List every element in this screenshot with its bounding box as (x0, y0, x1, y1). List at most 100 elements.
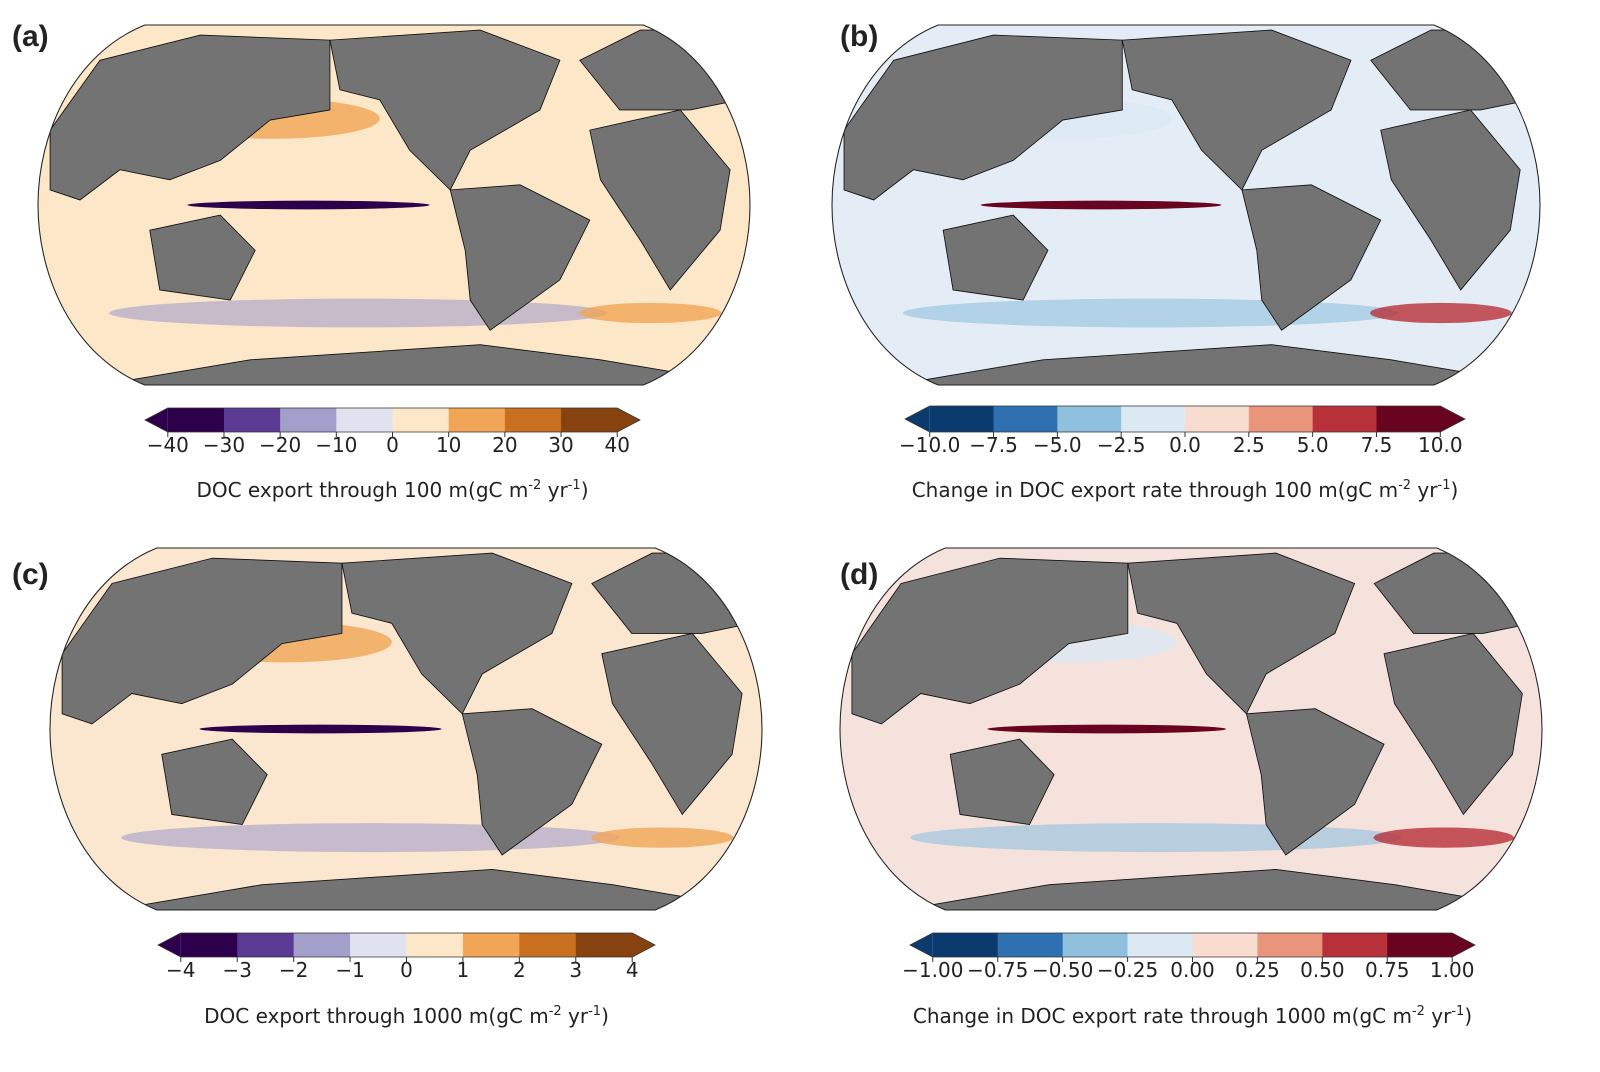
colorbar-tick-label: 10.0 (1418, 433, 1463, 457)
colorbar-tick-label: 0 (400, 958, 413, 982)
units: yr (541, 478, 568, 502)
title-text: DOC export through 100 m (196, 478, 468, 502)
colorbar-bin (280, 408, 337, 432)
colorbar-tick-label: −5.0 (1033, 433, 1082, 457)
colorbar-title: DOC export through 100 m(gC m-2 yr-1) (196, 478, 588, 502)
colorbar-bin (1248, 406, 1314, 432)
colorbar-bin (1312, 406, 1377, 432)
colorbar-extend (910, 933, 933, 957)
colorbar-tick-label: 0 (386, 433, 399, 457)
colorbar-tick-label: 10 (436, 433, 461, 457)
ocean-feature (109, 298, 608, 328)
colorbar-tick-label: 5.0 (1297, 433, 1329, 457)
colorbar-tick-label: −0.75 (967, 958, 1028, 982)
colorbar-tick-label: −0.25 (1097, 958, 1158, 982)
ocean-feature (1373, 827, 1514, 848)
colorbar-bin (1322, 933, 1388, 957)
ocean-feature (987, 724, 1227, 734)
colorbar-tick-label: 2 (513, 958, 526, 982)
colorbar-tick-label: 0.25 (1235, 958, 1280, 982)
colorbar-tick-label: 1 (457, 958, 470, 982)
units: -2 (549, 1004, 562, 1019)
map (839, 547, 1543, 911)
colorbar-tick-label: −7.5 (969, 433, 1018, 457)
colorbar-tick-label: 0.75 (1365, 958, 1410, 982)
colorbar-tick-label: −0.50 (1032, 958, 1093, 982)
colorbar-tick-label: −30 (203, 433, 245, 457)
panel-label: (c) (12, 558, 49, 591)
units: -1 (588, 1004, 601, 1019)
panel-label: (d) (840, 558, 878, 591)
ocean-feature (910, 823, 1402, 853)
units: -1 (1451, 1004, 1464, 1019)
title-text: DOC export through 1000 m (204, 1004, 488, 1028)
colorbar-bin (237, 933, 295, 957)
colorbar-tick-label: −4 (166, 958, 195, 982)
colorbar-bin (462, 933, 520, 957)
units: yr (1425, 1004, 1452, 1028)
colorbar-extend (158, 933, 181, 957)
colorbar-tick-label: −2.5 (1097, 433, 1146, 457)
colorbar-bin (929, 406, 995, 432)
colorbar-tick-label: −3 (222, 958, 251, 982)
units: (gC m (1338, 478, 1398, 502)
colorbar-bin (561, 408, 618, 432)
colorbar-bin (993, 406, 1058, 432)
colorbar-tick-label: −40 (147, 433, 189, 457)
units: ) (1464, 1004, 1472, 1028)
colorbar-bin (167, 408, 225, 432)
ocean-feature (187, 200, 430, 210)
colorbar-bin (1376, 406, 1441, 432)
ocean-feature (902, 298, 1399, 328)
units: -1 (1438, 478, 1451, 493)
units: ) (581, 478, 589, 502)
colorbar-extend (145, 408, 168, 432)
map (831, 24, 1541, 386)
ocean-feature (591, 827, 734, 848)
colorbar-tick-label: −10.0 (899, 433, 960, 457)
map-body (38, 25, 750, 385)
colorbar-title: Change in DOC export rate through 1000 m… (913, 1004, 1472, 1028)
colorbar-tick-label: 40 (604, 433, 629, 457)
units: ) (601, 1004, 609, 1028)
ocean-feature (199, 724, 442, 734)
ocean-feature (579, 302, 722, 324)
title-text: Change in DOC export rate through 100 m (912, 478, 1338, 502)
colorbar-tick-label: 1.00 (1430, 958, 1475, 982)
colorbar-bin (350, 933, 407, 957)
units: -2 (1398, 478, 1411, 493)
colorbar-bin (1127, 933, 1193, 957)
colorbar-bin (1257, 933, 1323, 957)
units: (gC m (488, 1004, 548, 1028)
colorbar-tick-label: −2 (279, 958, 308, 982)
colorbar-tick-label: 0.0 (1169, 433, 1201, 457)
colorbar-bin (1121, 406, 1186, 432)
colorbar-extend (1452, 933, 1475, 957)
colorbar-tick-label: 30 (548, 433, 573, 457)
colorbar-bin (997, 933, 1064, 957)
colorbar-bin (1387, 933, 1453, 957)
colorbar-bin (1185, 406, 1250, 432)
colorbar-title: DOC export through 1000 m(gC m-2 yr-1) (204, 1004, 609, 1028)
units: -2 (1412, 1004, 1425, 1019)
units: ) (1450, 478, 1458, 502)
colorbar-bin (223, 408, 281, 432)
colorbar-bin (932, 933, 999, 957)
ocean-feature (1370, 302, 1512, 324)
colorbar-extend (632, 933, 655, 957)
colorbar-bin (293, 933, 351, 957)
colorbar-tick-label: 3 (569, 958, 582, 982)
colorbar-extend (1440, 406, 1465, 432)
colorbar-bin (1057, 406, 1122, 432)
map (49, 547, 763, 911)
map-body (840, 548, 1542, 910)
colorbar-tick-label: 2.5 (1233, 433, 1265, 457)
ocean-feature (121, 823, 620, 853)
panel-label: (a) (12, 20, 49, 53)
units: yr (562, 1004, 589, 1028)
units: (gC m (1352, 1004, 1412, 1028)
colorbar-bin (336, 408, 393, 432)
colorbar-tick-label: −1 (335, 958, 364, 982)
colorbar-tick-label: 7.5 (1361, 433, 1393, 457)
